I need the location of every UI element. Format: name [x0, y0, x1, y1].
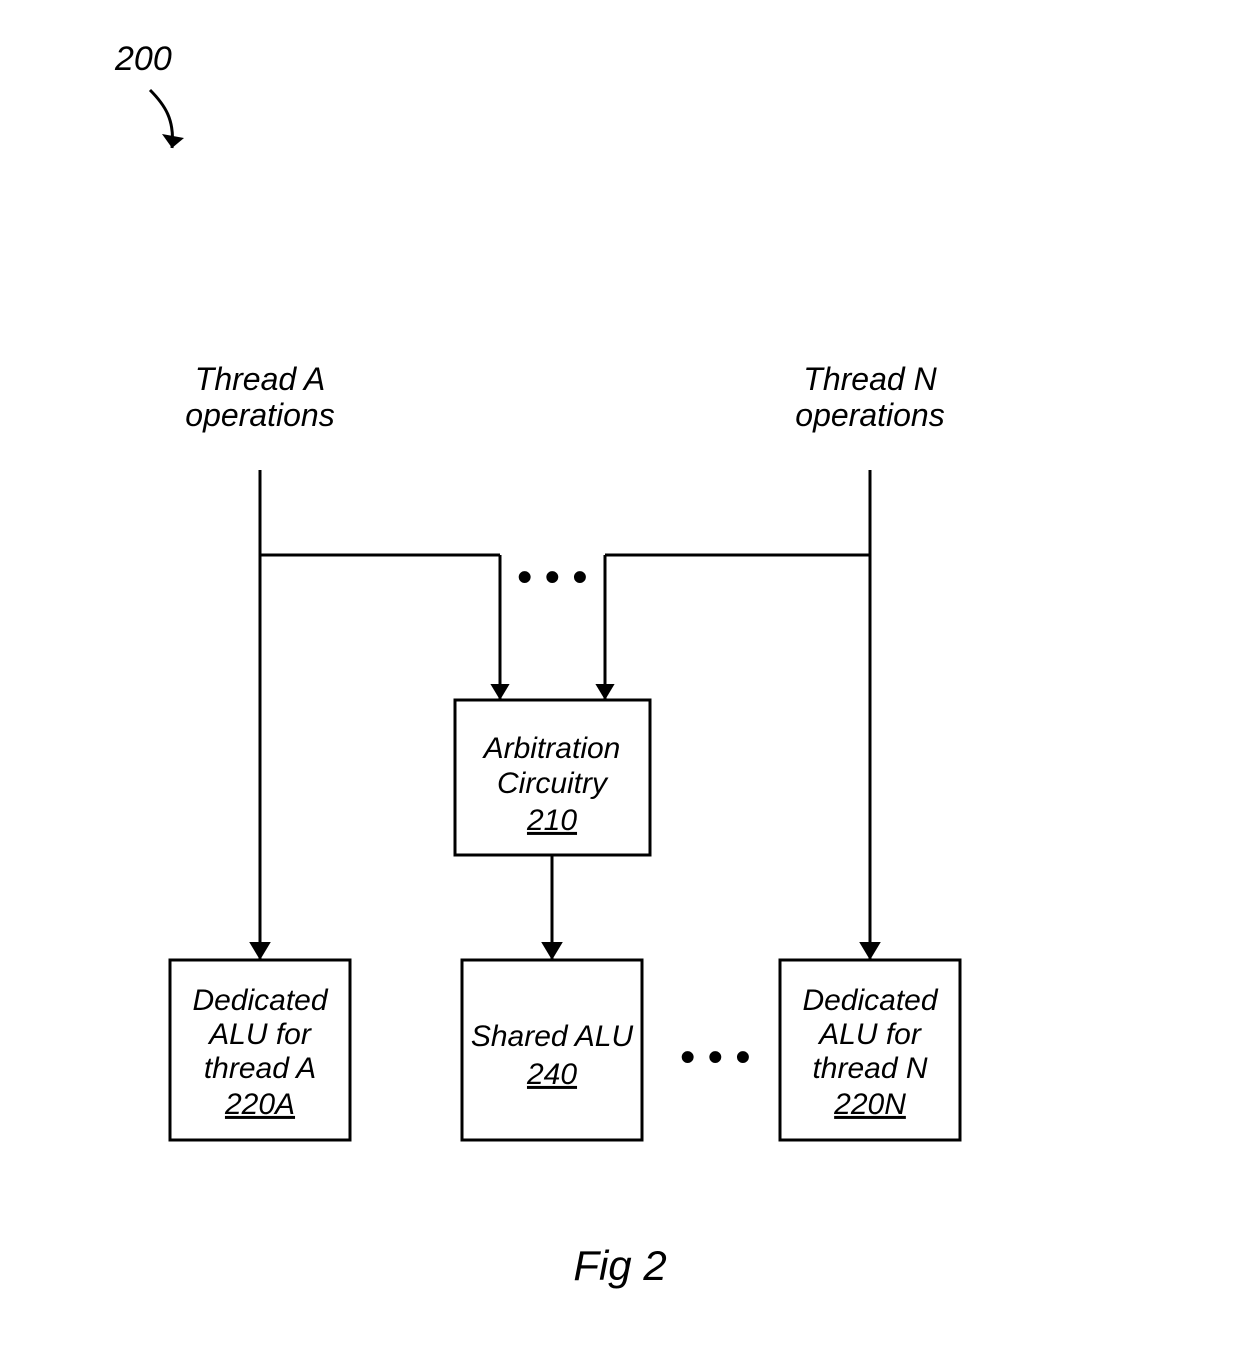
figure-ref-arrowhead: [162, 134, 184, 148]
alu-a-l2: ALU for: [207, 1018, 312, 1051]
alu-a-l3: thread A: [204, 1052, 316, 1085]
alu-n-l2: ALU for: [817, 1018, 922, 1051]
alu-n-ref: 220N: [833, 1088, 906, 1121]
shared-alu-l1: Shared ALU: [471, 1020, 634, 1053]
alu-a-ref: 220A: [224, 1088, 295, 1121]
figure-label: Fig 2: [573, 1242, 666, 1289]
arbitration-label-2: Circuitry: [497, 767, 609, 800]
diagram-canvas: 200Thread AoperationsThread Noperations•…: [0, 0, 1240, 1354]
arbitration-ref: 210: [526, 804, 577, 837]
figure-ref-number: 200: [114, 40, 172, 78]
arbitration-label-1: Arbitration: [482, 732, 621, 765]
shared-alu-ref: 240: [526, 1058, 577, 1091]
input-label-thread-a-sub: operations: [185, 397, 334, 433]
input-label-thread-n: Thread N: [803, 361, 937, 397]
ellipsis-bottom: • • •: [680, 1033, 751, 1082]
alu-n-l1: Dedicated: [802, 984, 938, 1017]
input-label-thread-n-sub: operations: [795, 397, 944, 433]
input-label-thread-a: Thread A: [195, 361, 325, 397]
ellipsis-top: • • •: [517, 553, 588, 602]
alu-a-l1: Dedicated: [192, 984, 328, 1017]
alu-n-l3: thread N: [812, 1052, 927, 1085]
